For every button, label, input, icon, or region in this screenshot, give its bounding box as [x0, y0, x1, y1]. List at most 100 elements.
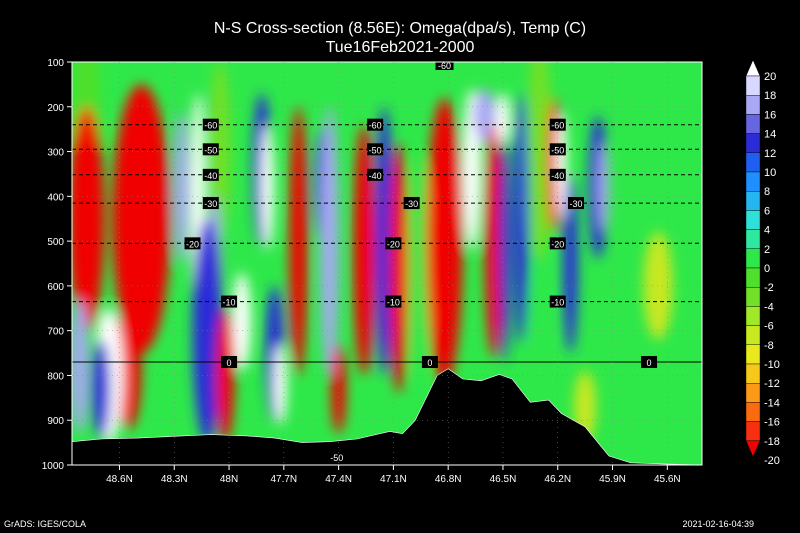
- colorbar-segment: [745, 287, 761, 307]
- x-tick-label: 48N: [220, 474, 238, 485]
- y-tick-label: 200: [47, 103, 64, 114]
- omega-cell: [495, 93, 511, 148]
- isotherm-label: 0: [427, 358, 432, 368]
- omega-cell: [72, 299, 89, 434]
- isotherm-label-bg: [549, 143, 566, 156]
- colorbar-label: -16: [764, 417, 780, 429]
- colorbar-segment: [745, 229, 761, 250]
- plot-frame: [71, 61, 703, 466]
- omega-cell: [643, 232, 673, 340]
- omega-cell: [232, 272, 251, 371]
- colorbar-label: -2: [764, 282, 774, 294]
- colorbar-label: -14: [764, 397, 780, 409]
- isotherm-label-bg: [221, 295, 238, 308]
- colorbar-segment: [745, 114, 761, 134]
- colorbar-label: 4: [764, 225, 770, 237]
- isotherm-label: -20: [186, 239, 199, 249]
- colorbar-label: -18: [764, 436, 780, 448]
- isotherm-label: -40: [204, 171, 217, 181]
- isotherm-label-bg: [549, 168, 566, 181]
- isotherm-label-bg: [549, 295, 566, 308]
- omega-cell: [273, 344, 287, 425]
- terrain: [72, 368, 702, 465]
- omega-cell: [261, 124, 274, 251]
- colorbar-segment: [745, 152, 761, 173]
- isotherm-label: -30: [405, 199, 418, 209]
- isotherm-label: -20: [551, 239, 564, 249]
- colorbar-label: 10: [764, 167, 776, 179]
- isotherm-label: -50: [330, 453, 343, 463]
- isotherm-label-bg: [549, 237, 566, 250]
- isotherm-label-bg: [184, 237, 201, 250]
- y-tick-label: 1000: [42, 461, 65, 472]
- isotherm-label: -60: [551, 121, 564, 131]
- isotherm-label: 0: [647, 358, 652, 368]
- colorbar-segment: [745, 94, 761, 115]
- isotherm-label-bg: [202, 143, 219, 156]
- isotherm-label-bg: [202, 168, 219, 181]
- colorbar-arrow-bottom: [745, 440, 761, 458]
- isotherm-label: -30: [569, 199, 582, 209]
- chart-title: N-S Cross-section (8.56E): Omega(dpa/s),…: [214, 20, 586, 37]
- omega-cell: [426, 97, 463, 385]
- x-tick-label: 48.6N: [106, 474, 133, 485]
- omega-cell: [513, 93, 529, 345]
- x-tick-label: 46.5N: [490, 474, 517, 485]
- colorbar-label: 8: [764, 186, 770, 198]
- omega-cell: [563, 173, 578, 354]
- x-tick-label: 47.4N: [325, 474, 352, 485]
- axes: 48.6N 48.3N 48N 47.7N 47.4N 47.1N 46.8N 46.5N 46…: [42, 58, 702, 485]
- x-tick-label: 46.8N: [435, 474, 462, 485]
- colorbar-segment: [745, 171, 761, 192]
- isotherm-label-bg: [421, 356, 438, 369]
- omega-cell: [526, 62, 553, 264]
- footer-left: GrADS: IGES/COLA: [4, 519, 87, 529]
- colorbar-segment: [745, 402, 761, 422]
- isotherm-label-bg: [435, 60, 454, 70]
- colorbar-label: 20: [764, 71, 776, 83]
- colorbar-segment: [745, 75, 761, 96]
- plot-area: [72, 62, 702, 465]
- colorbar-segment: [745, 133, 761, 154]
- omega-cell: [597, 142, 609, 233]
- isotherm-label: 0: [227, 358, 232, 368]
- isotherm-label: -50: [551, 145, 564, 155]
- colorbar-segment: [745, 325, 761, 346]
- isotherm-label-bg: [403, 197, 420, 210]
- chart-subtitle: Tue16Feb2021-2000: [326, 39, 475, 56]
- omega-cell: [484, 124, 503, 358]
- isotherm-label: -30: [204, 199, 217, 209]
- isotherm-label-bg: [385, 295, 402, 308]
- colorbar-segment: [745, 421, 761, 442]
- omega-cell: [389, 142, 408, 394]
- isotherm-label: -60: [369, 121, 382, 131]
- omega-cell: [499, 138, 511, 363]
- isotherm-label: -40: [369, 171, 382, 181]
- colorbar-label: 16: [764, 109, 776, 121]
- y-tick-label: 600: [47, 282, 64, 293]
- y-tick-label: 400: [47, 192, 64, 203]
- colorbar-segment: [745, 210, 761, 230]
- omega-cell: [112, 84, 171, 354]
- x-tick-label: 47.7N: [270, 474, 297, 485]
- x-tick-label: 45.9N: [599, 474, 626, 485]
- isotherm-label-bg: [549, 118, 566, 131]
- colorbar-label: -8: [764, 340, 774, 352]
- colorbar-segment: [745, 363, 761, 384]
- colorbar-label: -6: [764, 321, 774, 333]
- omega-cell: [92, 339, 111, 439]
- isotherm-label-bg: [568, 197, 584, 210]
- omega-cell: [408, 156, 430, 380]
- isotherm-label-bg: [641, 356, 658, 369]
- isotherm-label-bg: [385, 237, 402, 250]
- isotherm-label-bg: [367, 118, 384, 131]
- y-tick-label: 100: [47, 58, 64, 69]
- y-tick-label: 800: [47, 371, 64, 382]
- omega-field: [72, 62, 673, 443]
- x-tick-label: 47.1N: [380, 474, 407, 485]
- colorbar-segment: [745, 383, 761, 403]
- y-tick-label: 500: [47, 237, 64, 248]
- isotherm-label-bg: [367, 143, 384, 156]
- omega-cell: [555, 111, 567, 219]
